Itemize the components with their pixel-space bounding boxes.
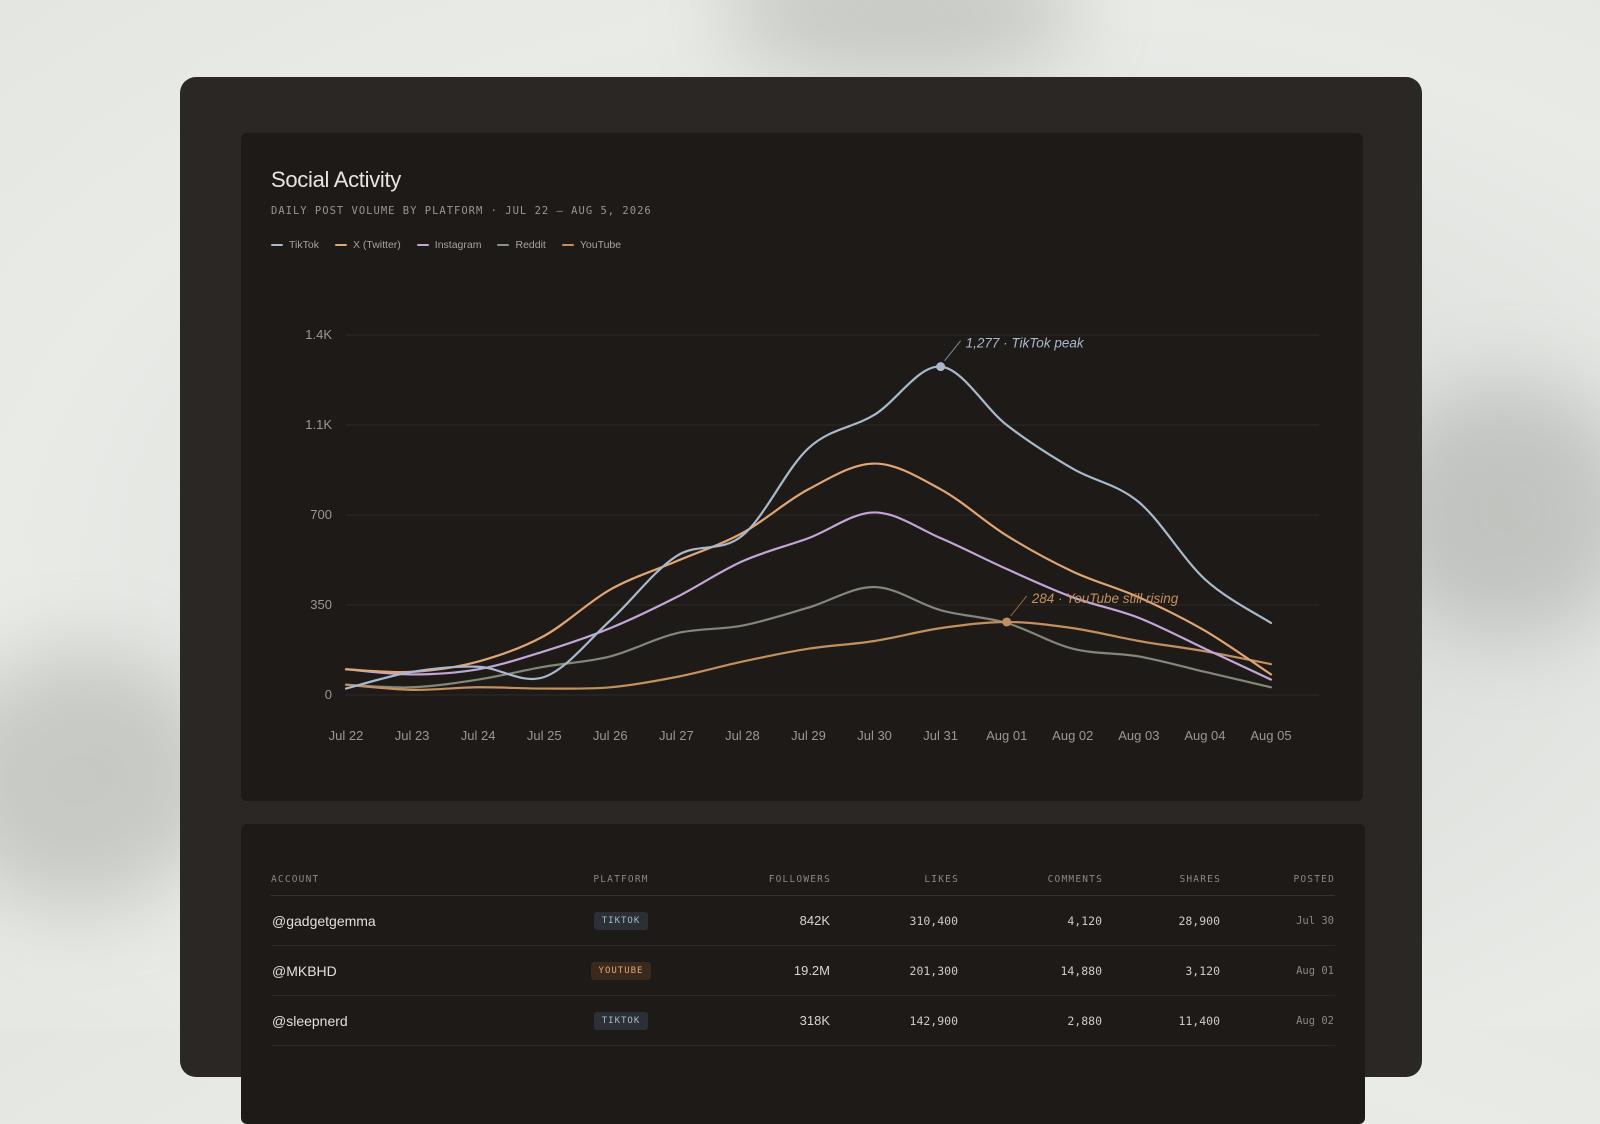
chart-subtitle: DAILY POST VOLUME BY PLATFORM · JUL 22 –… [271,205,652,217]
annotation-point[interactable] [1002,617,1012,627]
account-cell: @sleepnerd [271,995,571,1046]
platform-cell: TIKTOK [571,895,671,946]
accounts-table-card: ACCOUNT PLATFORM FOLLOWERS LIKES COMMENT… [241,824,1365,1124]
followers-cell: 19.2M [671,945,831,996]
x-tick-label: Aug 03 [1118,728,1159,743]
followers-cell: 318K [671,995,831,1046]
column-header-shares[interactable]: SHARES [1103,874,1221,896]
x-tick-label: Jul 26 [593,728,628,743]
y-tick-label: 700 [310,507,332,522]
annotation-leader [1010,595,1028,617]
x-tick-label: Jul 29 [791,728,826,743]
legend-item-x-twitter[interactable]: X (Twitter) [334,239,401,251]
posted-cell: Aug 01 [1221,945,1335,996]
legend-swatch [497,244,510,246]
platform-cell: TIKTOK [571,995,671,1046]
comments-cell: 14,880 [959,945,1103,996]
x-tick-label: Aug 02 [1052,728,1093,743]
series-line-youtube [344,620,1273,691]
x-tick-label: Jul 28 [725,728,760,743]
x-tick-label: Aug 04 [1184,728,1225,743]
x-tick-label: Jul 31 [923,728,958,743]
shares-cell: 28,900 [1103,895,1221,946]
legend-item-tiktok[interactable]: TikTok [271,239,319,251]
annotation-label: 1,277 · TikTok peak [966,336,1085,351]
x-tick-label: Jul 22 [329,728,364,743]
legend-label: TikTok [289,239,319,251]
annotation-point[interactable] [936,362,946,372]
legend-label: X (Twitter) [352,239,401,251]
x-tick-label: Aug 01 [986,728,1027,743]
shares-cell: 11,400 [1103,995,1221,1046]
chart-card: Social Activity DAILY POST VOLUME BY PLA… [241,133,1363,801]
legend-swatch [416,244,429,246]
chart-legend: TikTok X (Twitter) Instagram Reddit YouT… [271,239,621,251]
x-tick-label: Jul 25 [527,728,562,743]
account-cell: @MKBHD [271,945,571,996]
legend-swatch [334,244,347,246]
legend-label: YouTube [579,239,622,251]
column-header-comments[interactable]: COMMENTS [959,874,1103,896]
comments-cell: 4,120 [959,895,1103,946]
likes-cell: 310,400 [831,895,959,946]
legend-item-instagram[interactable]: Instagram [416,239,482,251]
legend-item-reddit[interactable]: Reddit [497,239,546,251]
column-header-likes[interactable]: LIKES [831,874,959,896]
legend-item-youtube[interactable]: YouTube [561,239,622,251]
platform-badge: YOUTUBE [590,962,652,980]
legend-label: Reddit [515,239,546,251]
comments-cell: 2,880 [959,995,1103,1046]
table-row[interactable]: @MKBHD YOUTUBE 19.2M 201,300 14,880 3,120 Aug … [271,945,1335,996]
x-tick-label: Aug 05 [1250,728,1291,743]
table-header-row: ACCOUNT PLATFORM FOLLOWERS LIKES COMMENT… [271,874,1335,896]
device-frame: Social Activity DAILY POST VOLUME BY PLA… [180,77,1422,1124]
account-cell: @gadgetgemma [271,895,571,946]
followers-cell: 842K [671,895,831,946]
likes-cell: 142,900 [831,995,959,1046]
y-tick-label: 1.4K [305,327,332,342]
y-tick-label: 0 [325,687,332,702]
legend-swatch [271,244,283,246]
line-chart: 0 350 700 1.1K 1.4K Jul 22 Jul 23 Jul 24 Jul 25 J… [305,327,1319,743]
legend-swatch [561,244,574,246]
table-row[interactable]: @sleepnerd TIKTOK 318K 142,900 2,880 11,400 Au… [271,995,1335,1046]
annotation-label: 284 · YouTube still rising [1031,591,1179,606]
shares-cell: 3,120 [1103,945,1221,996]
series-line-x-twitter [344,462,1273,676]
platform-badge: TIKTOK [593,1012,649,1030]
column-header-posted[interactable]: POSTED [1221,874,1335,896]
column-header-platform[interactable]: PLATFORM [571,874,671,896]
x-tick-label: Jul 27 [659,728,694,743]
posted-cell: Jul 30 [1221,895,1335,946]
column-header-account[interactable]: ACCOUNT [271,874,571,896]
x-tick-label: Jul 30 [857,728,892,743]
chart-title: Social Activity [271,167,401,192]
posted-cell: Aug 02 [1221,995,1335,1046]
annotation-leader [944,340,962,361]
platform-badge: TIKTOK [593,912,649,930]
y-tick-label: 1.1K [305,417,332,432]
x-tick-label: Jul 23 [395,728,430,743]
accounts-table: ACCOUNT PLATFORM FOLLOWERS LIKES COMMENT… [271,874,1335,1046]
column-header-followers[interactable]: FOLLOWERS [671,874,831,896]
y-tick-label: 350 [310,597,332,612]
series-line-reddit [344,585,1273,689]
platform-cell: YOUTUBE [571,945,671,996]
legend-label: Instagram [434,239,482,251]
series-line-instagram [344,511,1273,681]
x-tick-label: Jul 24 [461,728,496,743]
series-line-tiktok [344,365,1273,690]
table-row[interactable]: @gadgetgemma TIKTOK 842K 310,400 4,120 28,900… [271,895,1335,946]
likes-cell: 201,300 [831,945,959,996]
